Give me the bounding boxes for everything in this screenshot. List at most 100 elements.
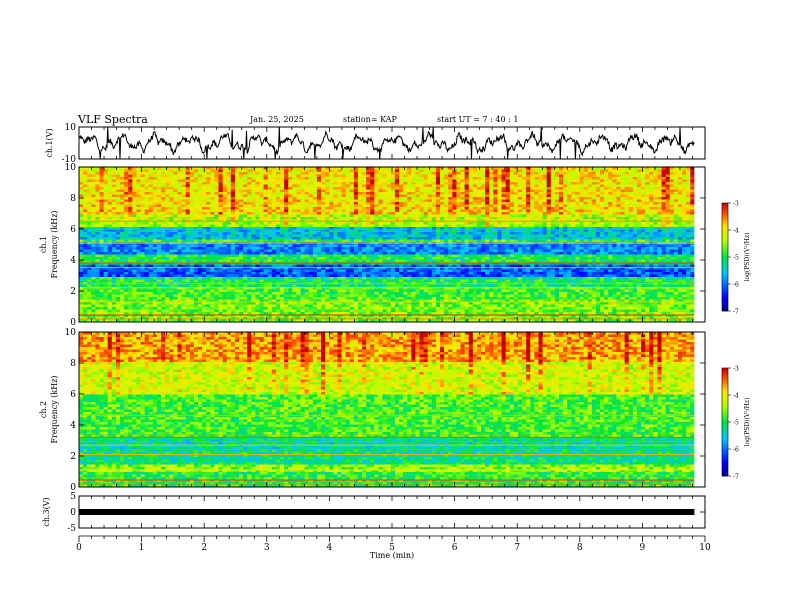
spectrogram-cell xyxy=(493,207,498,210)
spectrogram-cell xyxy=(329,184,334,188)
spectrogram-cell xyxy=(431,177,437,180)
spectrogram-cell xyxy=(587,229,593,233)
spectrogram-cell xyxy=(95,207,100,210)
spectrogram-cell xyxy=(284,187,289,190)
spectrogram-cell xyxy=(349,192,355,195)
spectrogram-cell xyxy=(288,239,293,243)
spectrogram-cell xyxy=(374,177,379,180)
spectrogram-cell xyxy=(83,239,88,243)
spectrogram-cell xyxy=(161,239,166,243)
spectrogram-cell xyxy=(321,192,326,195)
spectrogram-cell xyxy=(238,247,244,250)
spectrogram-cell xyxy=(288,237,293,240)
spectrogram-cell xyxy=(673,197,679,200)
spectrogram-cell xyxy=(83,172,88,175)
spectrogram-cell xyxy=(144,202,150,205)
spectrogram-cell xyxy=(431,194,437,198)
spectrogram-cell xyxy=(362,229,367,233)
spectrogram-cell xyxy=(686,184,691,188)
spectrogram-cell xyxy=(251,199,256,203)
spectrogram-cell xyxy=(612,209,617,213)
spectrogram-cell xyxy=(99,184,105,188)
spectrogram-cell xyxy=(374,224,379,228)
spectrogram-cell xyxy=(645,204,650,208)
y-tick-label: 10 xyxy=(65,123,77,133)
spectrogram-cell xyxy=(595,239,601,243)
spectrogram-cell xyxy=(316,197,322,200)
spectrogram-cell xyxy=(103,239,109,243)
spectrogram-cell xyxy=(616,244,621,248)
spectrogram-cell xyxy=(222,239,228,243)
spectrogram-cell xyxy=(132,214,137,218)
spectrogram-cell xyxy=(312,214,318,218)
spectrogram-cell xyxy=(632,189,638,193)
spectrogram-cell xyxy=(349,189,355,193)
spectrogram-cell xyxy=(398,239,404,243)
spectrogram-cell xyxy=(357,207,363,210)
spectrogram-cell xyxy=(115,214,121,218)
spectrogram-cell xyxy=(177,232,182,235)
spectrogram-cell xyxy=(407,172,412,175)
spectrogram-cell xyxy=(677,194,683,198)
spectrogram-cell xyxy=(316,187,322,190)
spectrogram-cell xyxy=(427,204,433,208)
spectrogram-cell xyxy=(628,197,634,200)
spectrogram-cell xyxy=(144,212,150,215)
spectrogram-cell xyxy=(456,189,461,193)
spectrogram-cell xyxy=(550,229,556,233)
spectrogram-cell xyxy=(210,187,215,190)
spectrogram-cell xyxy=(472,184,478,188)
spectrogram-cell xyxy=(132,174,137,178)
ch1-ylabel: ch.1(V) xyxy=(45,128,54,157)
spectrogram-cell xyxy=(398,184,404,188)
spectrogram-cell xyxy=(329,229,334,233)
spectrogram-cell xyxy=(132,207,137,210)
spectrogram-cell xyxy=(534,212,539,215)
spectrogram-cell xyxy=(251,192,256,195)
spectrogram-cell xyxy=(686,209,691,213)
spectrogram-cell xyxy=(280,182,285,185)
spectrogram-cell xyxy=(144,207,150,210)
spectrogram-cell xyxy=(202,232,207,235)
spectrogram-cell xyxy=(686,244,691,248)
spectrogram-cell xyxy=(481,182,486,185)
spectrogram-cell xyxy=(554,227,560,230)
spectrogram-cell xyxy=(468,207,474,210)
spectrogram-cell xyxy=(481,202,486,205)
spectrogram-cell xyxy=(341,237,347,240)
spectrogram-cell xyxy=(353,174,359,178)
spectrogram-cell xyxy=(378,167,383,170)
spectrogram-cell xyxy=(493,212,498,215)
spectrogram-cell xyxy=(128,234,133,238)
spectrogram-cell xyxy=(144,234,150,238)
spectrogram-cell xyxy=(435,187,441,190)
spectrogram-cell xyxy=(366,222,371,225)
spectrogram-cell xyxy=(403,227,408,230)
spectrogram-cell xyxy=(79,194,84,198)
spectrogram-cell xyxy=(407,237,412,240)
spectrogram-cell xyxy=(115,182,121,185)
spectrogram-cell xyxy=(571,169,576,173)
spectrogram-cell xyxy=(222,179,228,183)
spectrogram-cell xyxy=(526,234,531,238)
spectrogram-cell xyxy=(448,237,453,240)
spectrogram-cell xyxy=(83,187,88,190)
spectrogram-cell xyxy=(87,247,92,250)
spectrogram-cell xyxy=(210,209,215,213)
spectrogram-cell xyxy=(304,179,310,183)
spectrogram-cell xyxy=(140,187,146,190)
spectrogram-cell xyxy=(197,212,203,215)
spectrogram-cell xyxy=(526,214,531,218)
spectrogram-cell xyxy=(124,172,129,175)
spectrogram-cell xyxy=(509,202,515,205)
spectrogram-cell xyxy=(452,194,457,198)
spectrogram-cell xyxy=(95,197,100,200)
spectrogram-cell xyxy=(682,244,687,248)
spectrogram-cell xyxy=(407,192,412,195)
spectrogram-cell xyxy=(558,182,564,185)
spectrogram-cell xyxy=(296,177,301,180)
spectrogram-cell xyxy=(148,179,154,183)
spectrogram-cell xyxy=(177,202,182,205)
spectrogram-cell xyxy=(513,184,519,188)
spectrogram-cell xyxy=(538,222,543,225)
